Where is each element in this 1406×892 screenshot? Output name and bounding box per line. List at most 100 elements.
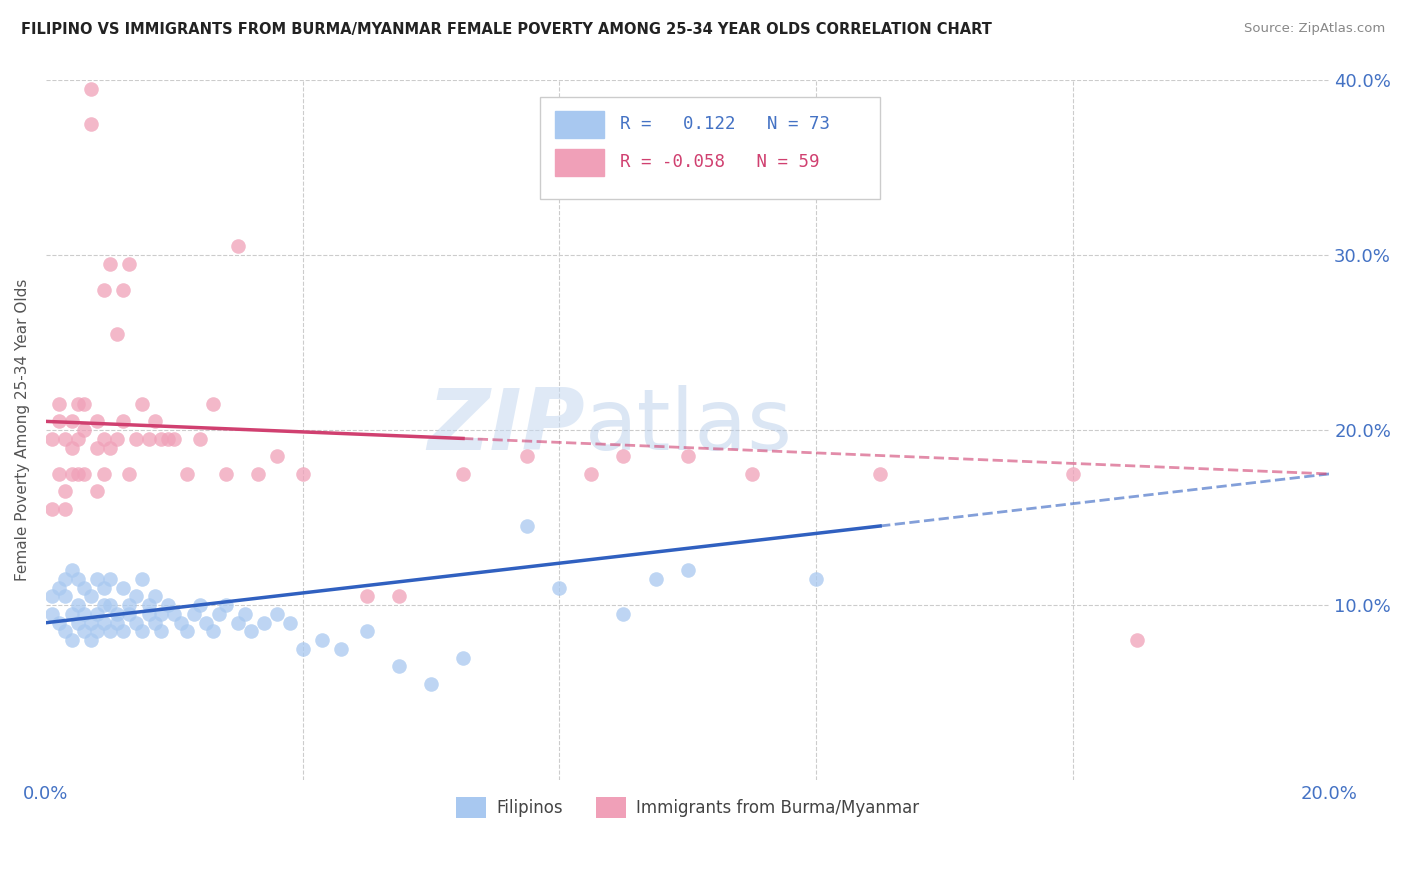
Point [73,423,96,437]
Point [201,397,224,411]
Point [741,467,763,481]
Point [53,624,76,639]
Point [41,502,63,516]
Point [388,659,411,673]
Point [60,467,83,481]
Point [48,414,70,428]
Text: atlas: atlas [585,385,793,468]
Point [67,598,90,612]
Point [53,484,76,499]
Point [67,397,90,411]
Point [266,607,288,621]
Point [420,677,443,691]
Point [183,607,205,621]
Point [73,607,96,621]
Point [131,624,153,639]
Point [208,607,231,621]
Point [676,450,699,464]
Text: R = -0.058   N = 59: R = -0.058 N = 59 [620,153,820,171]
Point [111,414,134,428]
Point [98,257,121,271]
Point [60,441,83,455]
Point [67,467,90,481]
Point [163,607,186,621]
Point [53,572,76,586]
Point [105,615,128,630]
Point [80,117,103,131]
Point [131,397,153,411]
Point [93,467,115,481]
Point [330,642,353,657]
Point [278,615,301,630]
Point [86,624,108,639]
Point [1126,633,1149,648]
Point [118,598,141,612]
Point [86,414,108,428]
Point [118,257,141,271]
Point [150,607,173,621]
Point [53,432,76,446]
Point [176,467,198,481]
Point [53,502,76,516]
Text: FILIPINO VS IMMIGRANTS FROM BURMA/MYANMAR FEMALE POVERTY AMONG 25-34 YEAR OLDS C: FILIPINO VS IMMIGRANTS FROM BURMA/MYANMA… [21,22,993,37]
Bar [555,149,605,176]
Point [93,283,115,297]
Bar [555,112,605,138]
Point [266,450,288,464]
Point [188,598,211,612]
Legend: Filipinos, Immigrants from Burma/Myanmar: Filipinos, Immigrants from Burma/Myanmar [450,791,925,824]
Point [98,598,121,612]
Point [233,607,256,621]
Point [143,590,166,604]
Point [291,467,314,481]
Point [73,467,96,481]
Point [105,326,128,341]
Point [131,572,153,586]
Point [105,432,128,446]
Point [612,450,634,464]
Point [228,239,250,253]
Point [41,607,63,621]
Point [118,467,141,481]
Point [111,624,134,639]
Point [86,441,108,455]
Point [80,633,103,648]
Point [67,572,90,586]
Point [138,432,160,446]
Point [201,624,224,639]
Text: R =   0.122   N = 73: R = 0.122 N = 73 [620,115,830,133]
Point [156,432,179,446]
Point [156,598,179,612]
Point [60,633,83,648]
Text: Source: ZipAtlas.com: Source: ZipAtlas.com [1244,22,1385,36]
Point [253,615,276,630]
Point [516,519,538,533]
Point [356,590,378,604]
Point [93,615,115,630]
Point [73,581,96,595]
Point [644,572,666,586]
Point [388,590,411,604]
Point [67,432,90,446]
Point [93,598,115,612]
Point [86,607,108,621]
Point [53,590,76,604]
Point [48,615,70,630]
Point [125,432,148,446]
Point [125,590,148,604]
Point [170,615,193,630]
Point [60,607,83,621]
Point [41,590,63,604]
Point [143,414,166,428]
Point [105,607,128,621]
Point [311,633,333,648]
Point [48,467,70,481]
Point [581,467,603,481]
Point [80,590,103,604]
Point [804,572,827,586]
Point [228,615,250,630]
Point [188,432,211,446]
Point [869,467,891,481]
Point [240,624,263,639]
Point [612,607,634,621]
